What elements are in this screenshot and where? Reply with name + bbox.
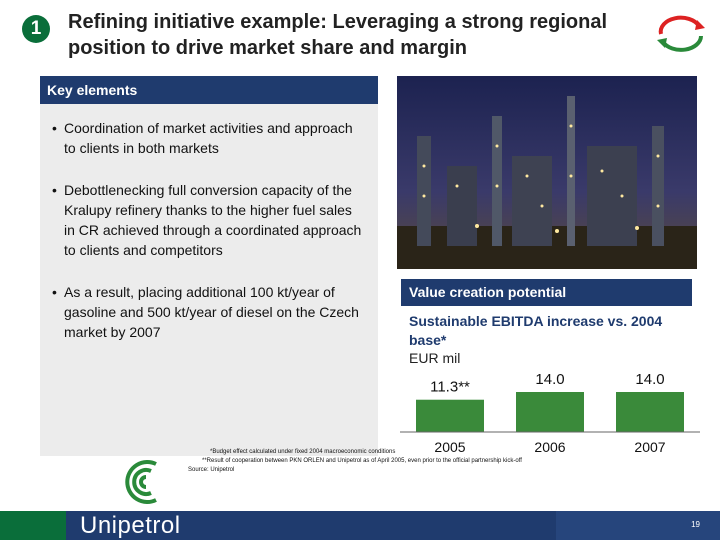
chart-unit: EUR mil (409, 350, 461, 366)
chart-bar-2007 (616, 392, 684, 432)
bullet-text: Coordination of market activities and ap… (64, 120, 353, 156)
unipetrol-logo-icon (118, 456, 164, 508)
value-creation-header: Value creation potential (401, 279, 692, 306)
chart-value-label: 14.0 (535, 371, 564, 388)
brand-name: Unipetrol (80, 512, 181, 539)
footnote-cooperation: **Result of cooperation between PKN ORLE… (202, 458, 522, 464)
bullet-text: Debottlenecking full conversion capacity… (64, 182, 362, 258)
cycle-arrows-icon (655, 14, 707, 54)
footnote-budget: *Budget effect calculated under fixed 20… (210, 449, 396, 455)
bullet-dot: • (52, 120, 57, 136)
bullet-item: • Coordination of market activities and a… (52, 118, 366, 158)
key-elements-header: Key elements (40, 76, 378, 104)
refinery-photo (397, 76, 697, 269)
footnotes: *Budget effect calculated under fixed 20… (188, 448, 522, 475)
bullet-item: • As a result, placing additional 100 kt/… (52, 282, 366, 342)
ebitda-bar-chart: 11.3** 2005 14.0 2006 14.0 2007 (400, 371, 700, 455)
page-number: 19 (691, 520, 700, 529)
slide-title: Refining initiative example: Leveraging … (68, 11, 608, 59)
section-number-badge: 1 (22, 15, 50, 43)
bullet-text: As a result, placing additional 100 kt/y… (64, 284, 359, 340)
bullet-item: • Debottlenecking full conversion capacit… (52, 180, 366, 260)
chart-value-label: 14.0 (635, 371, 664, 388)
key-elements-list: • Coordination of market activities and a… (40, 104, 378, 342)
chart-category-label: 2007 (634, 439, 665, 455)
chart-title: Sustainable EBITDA increase vs. 2004 bas… (409, 313, 663, 348)
chart-category-label: 2005 (434, 439, 465, 455)
bullet-dot: • (52, 284, 57, 300)
chart-value-label: 11.3** (430, 379, 470, 396)
bullet-dot: • (52, 182, 57, 198)
footer-green-block (0, 511, 66, 540)
footer-bar-right (556, 511, 720, 540)
chart-category-label: 2006 (534, 439, 565, 455)
chart-bar-2005 (416, 399, 484, 432)
key-elements-panel: Key elements • Coordination of market act… (40, 76, 378, 456)
footnote-source: Source: Unipetrol (188, 467, 235, 473)
chart-bar-2006 (516, 392, 584, 432)
